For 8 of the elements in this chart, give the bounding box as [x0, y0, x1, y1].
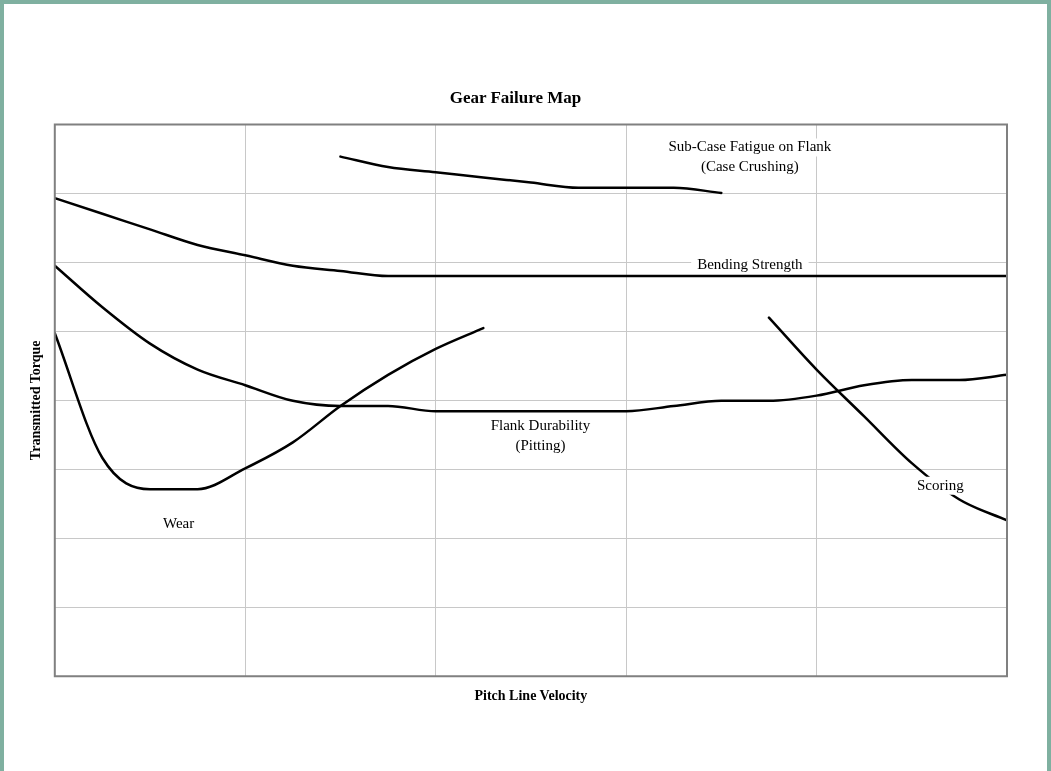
x-axis-title: Pitch Line Velocity: [474, 688, 588, 704]
chart-title: Gear Failure Map: [449, 87, 582, 107]
series-label: Sub-Case Fatigue on Flank (Case Crushing): [668, 138, 832, 176]
series-label: Flank Durability (Pitting): [490, 417, 591, 455]
series-label: Bending Strength: [697, 256, 804, 273]
y-axis-title: Transmitted Torque: [28, 340, 44, 461]
series-label: Scoring: [917, 476, 965, 493]
series-label: Wear: [162, 515, 195, 532]
